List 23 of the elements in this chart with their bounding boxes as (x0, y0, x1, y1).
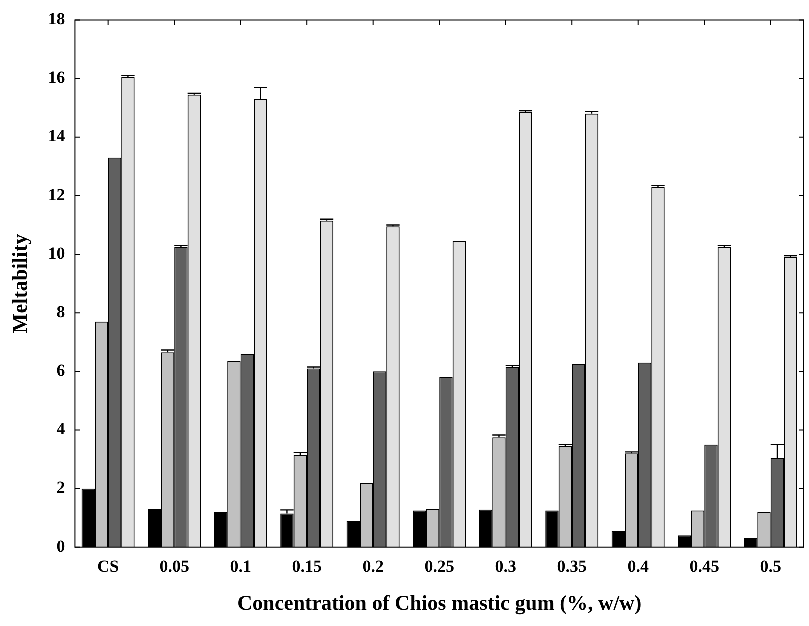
y-tick-label: 4 (56, 420, 66, 439)
y-tick-label: 16 (48, 68, 66, 88)
y-axis-title: Meltability (8, 234, 32, 334)
x-axis-title: Concentration of Chios mastic gum (%, w/w) (237, 590, 642, 615)
x-tick-label: 0.05 (160, 556, 190, 576)
y-tick-label: 14 (48, 126, 66, 146)
x-tick-label: 0.35 (557, 556, 587, 576)
y-tick-label: 2 (56, 478, 66, 498)
x-tick-label: 0.4 (628, 556, 650, 576)
x-tick-label: CS (97, 556, 120, 576)
y-tick-label: 6 (56, 361, 66, 380)
x-tick-label: 0.2 (362, 556, 384, 576)
y-tick-label: 10 (48, 244, 66, 263)
x-tick-label: 0.3 (495, 556, 516, 576)
x-tick-label: 0.1 (230, 556, 252, 576)
y-tick-label: 8 (56, 302, 66, 322)
x-tick-label: 0.45 (690, 556, 720, 576)
y-tick-label: 0 (56, 536, 66, 556)
y-tick-label: 18 (48, 10, 66, 29)
x-tick-label: 0.5 (760, 556, 782, 576)
y-tick-label: 12 (48, 185, 66, 204)
x-tick-label: 0.25 (424, 556, 454, 576)
x-tick-label: 0.15 (292, 556, 322, 576)
